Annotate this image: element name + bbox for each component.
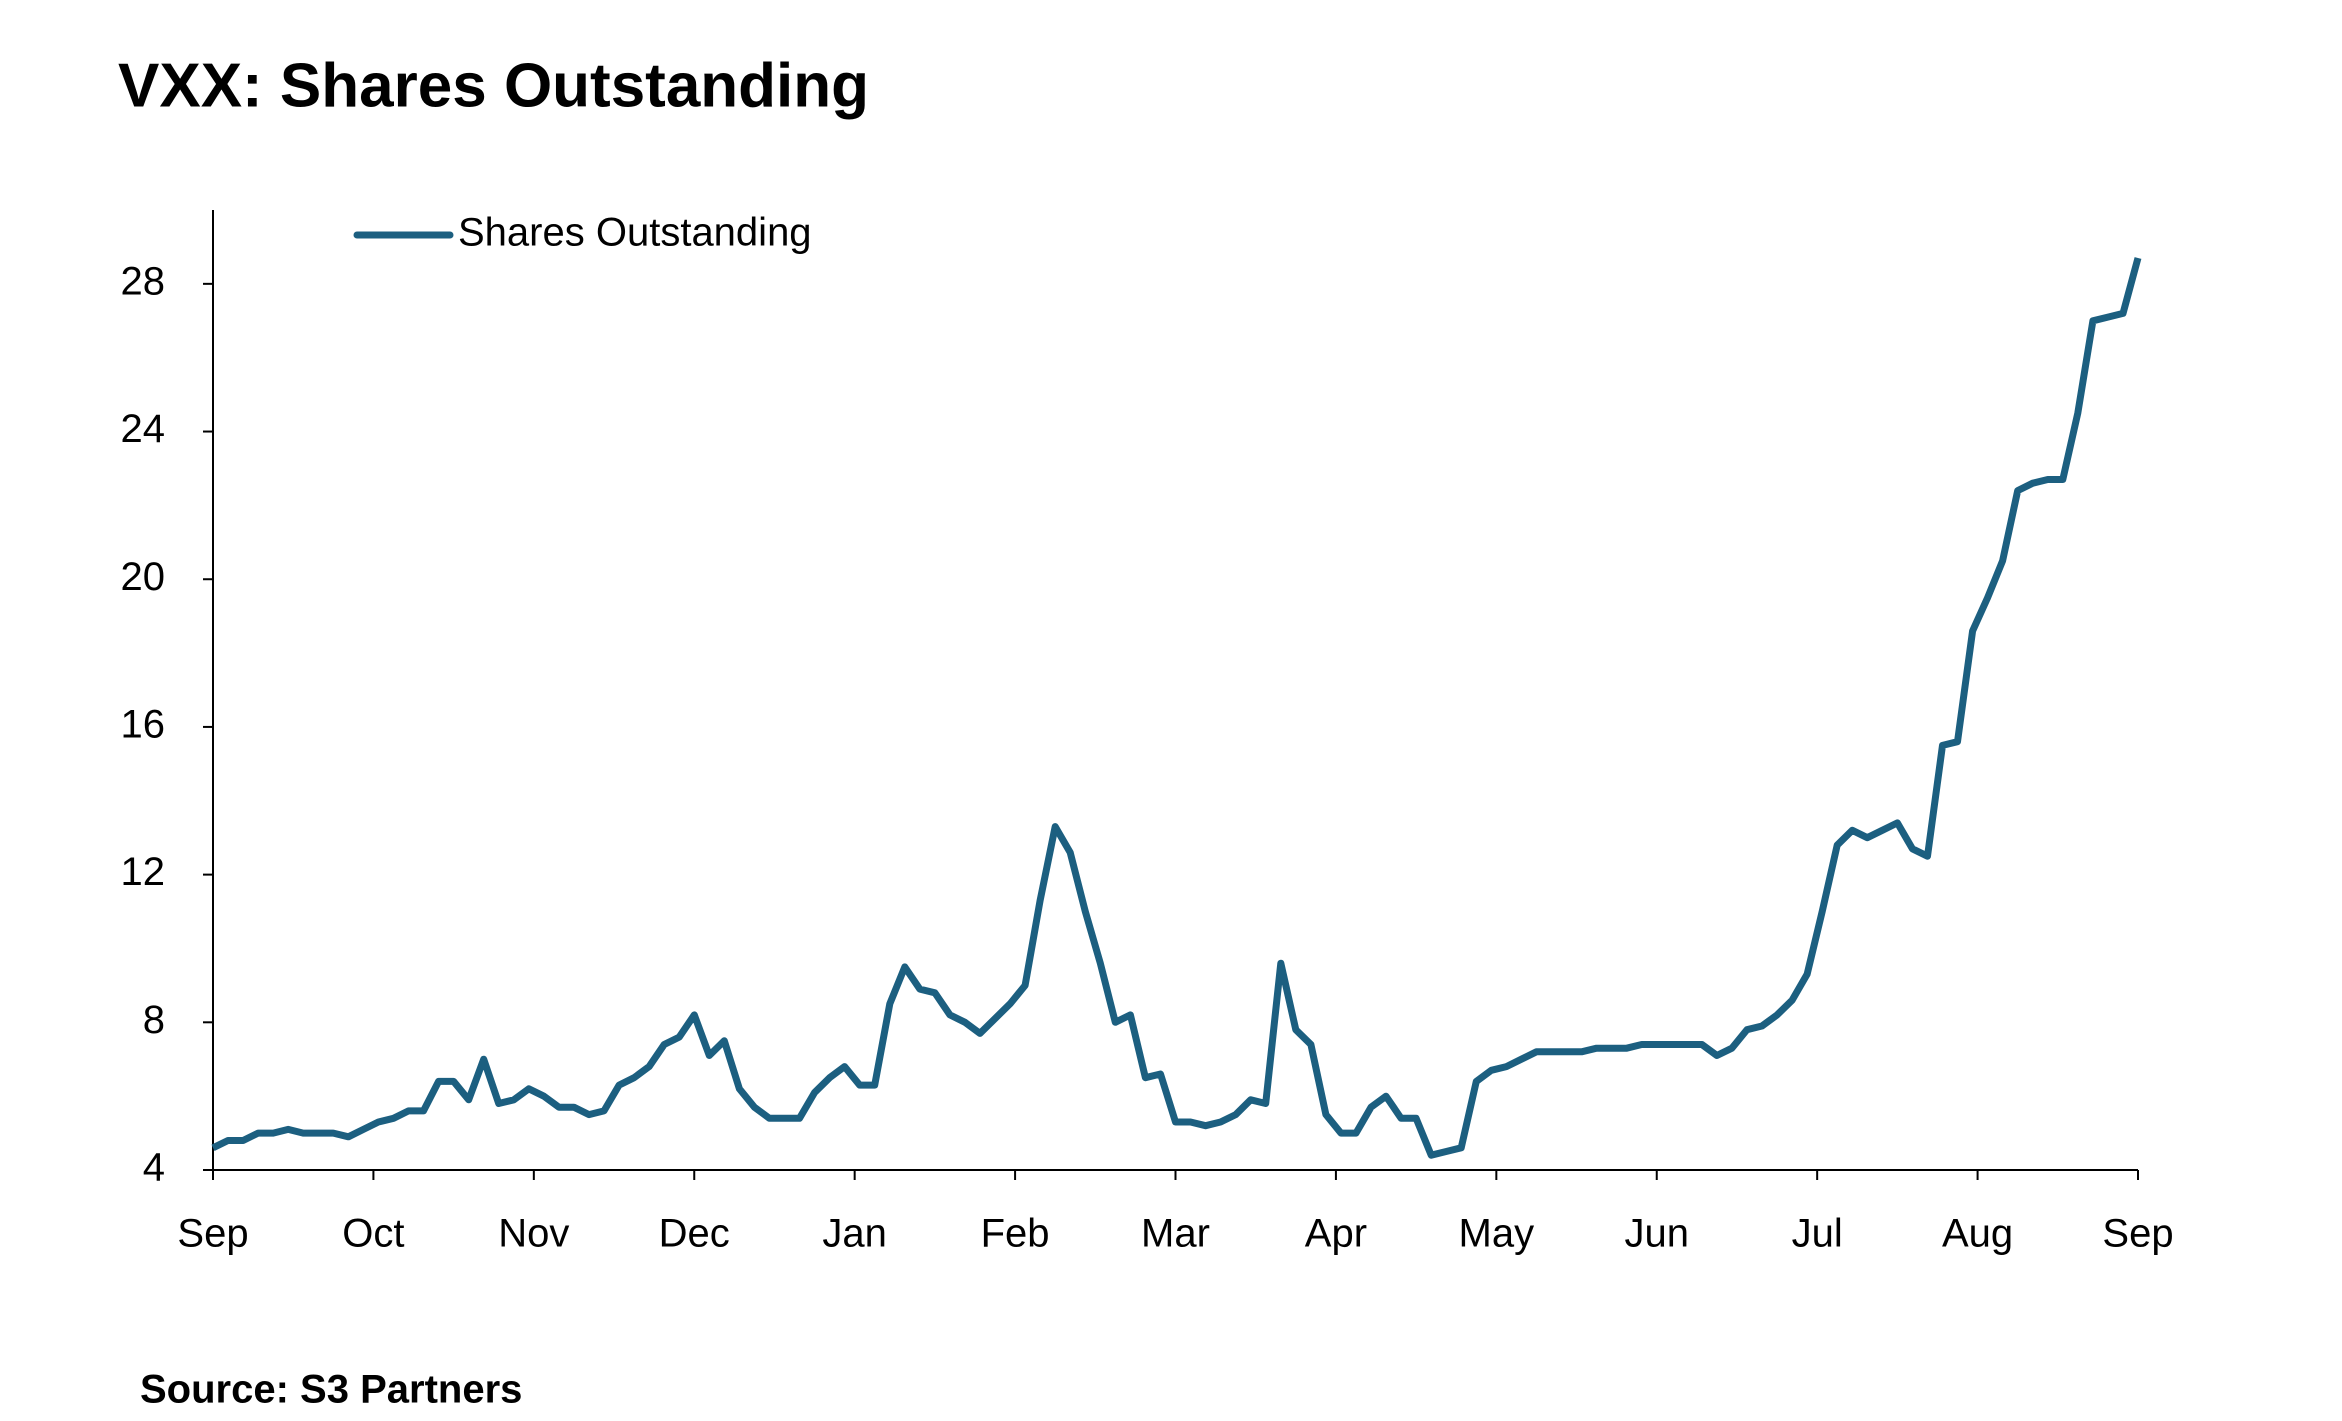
x-tick-label: Apr xyxy=(1305,1212,1367,1256)
x-tick-label: Jun xyxy=(1625,1212,1690,1256)
x-tick-label: Sep xyxy=(177,1212,248,1256)
y-tick-label: 8 xyxy=(143,998,165,1042)
y-tick-label: 28 xyxy=(121,259,166,303)
x-tick-label: May xyxy=(1459,1212,1535,1256)
x-tick-label: Nov xyxy=(498,1212,569,1256)
line xyxy=(211,257,2142,1159)
x-tick-label: Jan xyxy=(822,1212,887,1256)
y-tick-label: 20 xyxy=(121,555,166,599)
legend-label: Shares Outstanding xyxy=(458,211,812,255)
x-tick-label: Mar xyxy=(1141,1212,1210,1256)
x-tick-label: Aug xyxy=(1942,1212,2013,1256)
x-tick-label: Sep xyxy=(2102,1212,2173,1256)
x-tick-label: Dec xyxy=(659,1212,730,1256)
x-tick-label: Feb xyxy=(981,1212,1050,1256)
chart-title: VXX: Shares Outstanding xyxy=(118,51,869,120)
x-tick-label: Oct xyxy=(342,1212,404,1256)
x-tick-label: Jul xyxy=(1792,1212,1843,1256)
y-tick-label: 12 xyxy=(121,850,166,894)
y-tick-label: 24 xyxy=(121,407,166,451)
source: Source: S3 Partners xyxy=(140,1368,522,1412)
y-tick-label: 4 xyxy=(143,1146,165,1190)
y-tick-label: 16 xyxy=(121,702,166,746)
